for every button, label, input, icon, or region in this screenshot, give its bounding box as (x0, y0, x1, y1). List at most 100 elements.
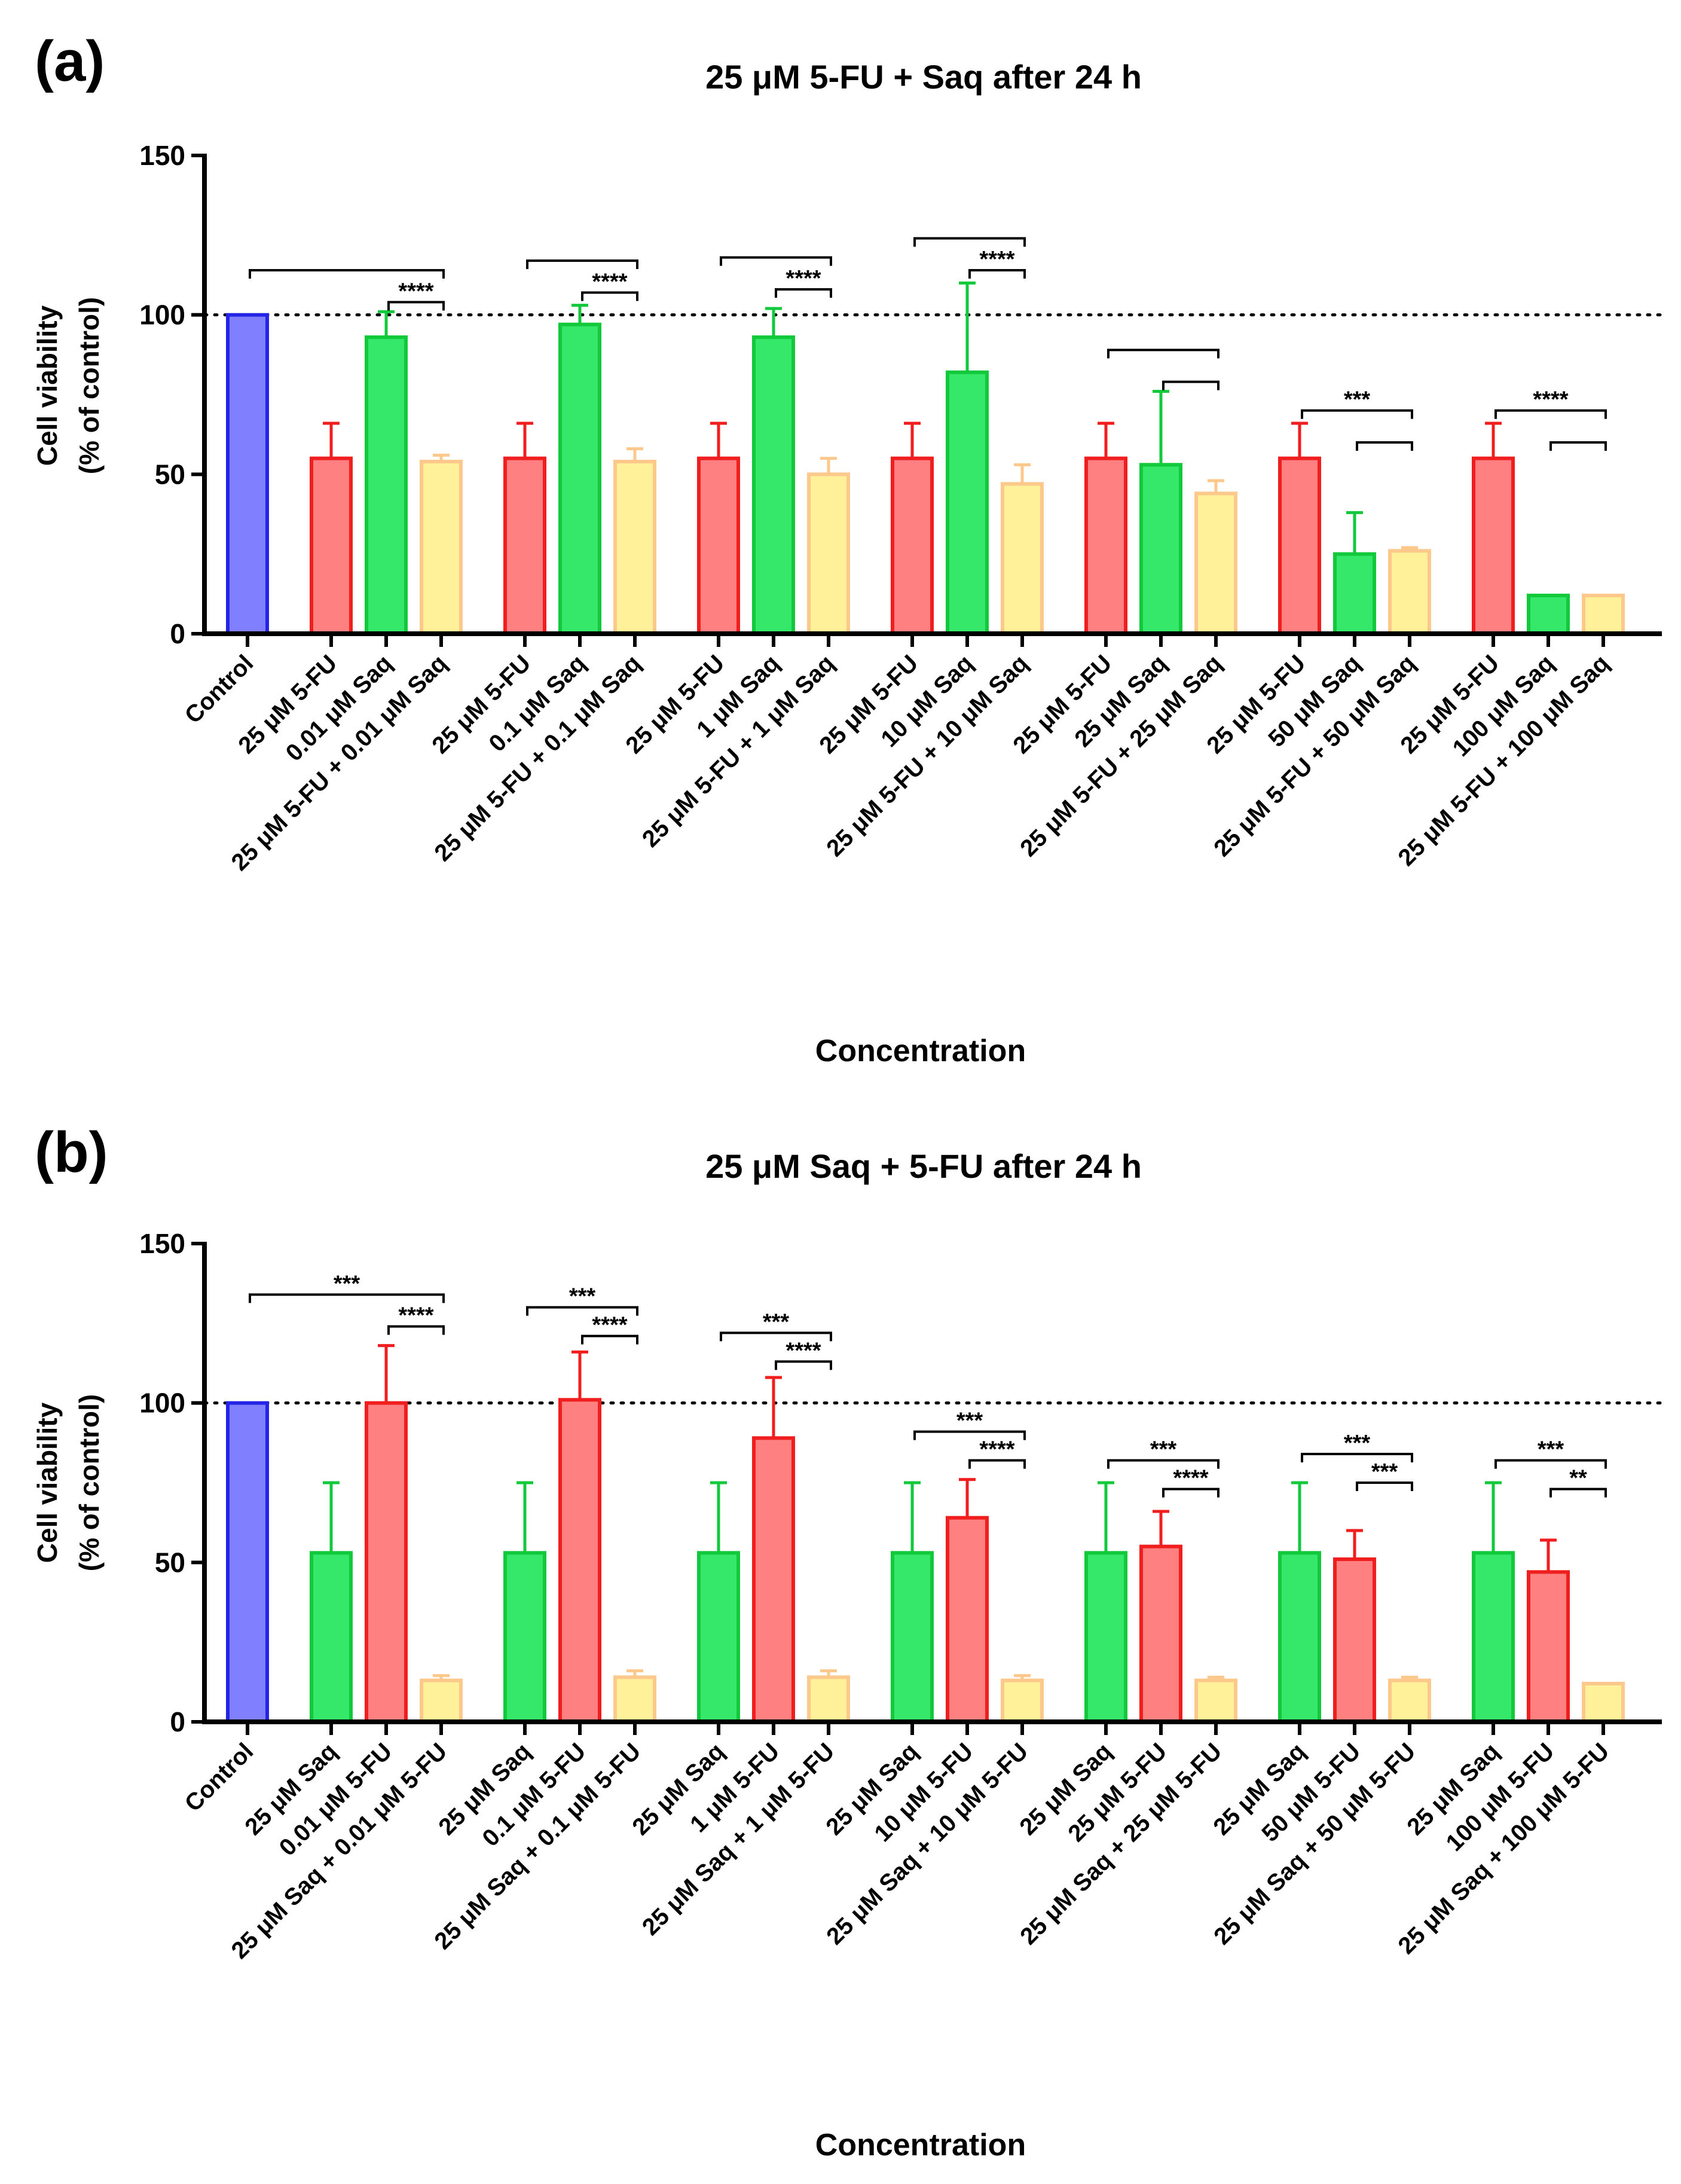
significance-bracket (1549, 441, 1607, 451)
bar (752, 1436, 795, 1724)
significance-bracket (1107, 349, 1220, 359)
significance-bracket (1494, 1459, 1607, 1469)
bar (1333, 1557, 1376, 1724)
significance-label: *** (1538, 1437, 1564, 1462)
bar (1194, 1678, 1237, 1724)
y-tick-label: 50 (155, 459, 185, 490)
bar (365, 1401, 408, 1724)
significance-bracket (387, 301, 445, 311)
bar (1527, 594, 1570, 636)
significance-label: *** (1344, 387, 1371, 413)
significance-bracket (968, 1459, 1026, 1469)
bar (891, 1551, 934, 1724)
bar (1194, 491, 1237, 636)
panel-b-title: 25 μM Saq + 5-FU after 24 h (705, 1147, 1142, 1185)
panel-b-ylabel-line2: (% of control) (74, 1394, 105, 1571)
significance-bracket (1494, 409, 1607, 419)
panel-a-xlabel: Concentration (815, 1034, 1026, 1068)
bar (946, 1516, 989, 1724)
bar (503, 456, 546, 636)
significance-label: *** (763, 1309, 790, 1334)
bar (807, 472, 850, 636)
significance-bracket (526, 259, 638, 269)
bar (891, 456, 934, 636)
significance-label: *** (569, 1284, 596, 1309)
panel-b-xlabel: Concentration (815, 2128, 1026, 2162)
significance-label: **** (979, 247, 1014, 272)
bar (807, 1675, 850, 1724)
significance-bracket (1356, 441, 1413, 451)
y-tick-label: 100 (139, 1388, 185, 1419)
significance-bracket (526, 1306, 638, 1316)
significance-label: **** (786, 1338, 821, 1363)
bar (558, 1398, 601, 1724)
bar (697, 456, 740, 636)
bar (752, 335, 795, 636)
significance-bracket (1162, 1487, 1220, 1498)
bar (1278, 456, 1321, 636)
bar (1139, 1544, 1182, 1724)
significance-label: **** (786, 266, 821, 291)
significance-label: **** (398, 279, 433, 304)
y-tick-label: 150 (139, 140, 185, 171)
y-tick-label: 0 (170, 618, 185, 649)
significance-label: *** (334, 1271, 360, 1296)
bar (1582, 1682, 1625, 1724)
significance-label: **** (1173, 1466, 1208, 1491)
significance-bracket (1301, 1453, 1413, 1462)
bar (613, 1675, 656, 1724)
significance-bracket (1549, 1487, 1607, 1498)
bar (420, 460, 463, 636)
significance-bracket (249, 269, 445, 279)
significance-bracket (968, 269, 1026, 279)
significance-label: **** (1533, 387, 1568, 413)
significance-bracket (249, 1293, 445, 1303)
significance-label: **** (592, 1313, 627, 1338)
bar (1472, 1551, 1515, 1724)
bar (365, 335, 408, 636)
significance-bracket (1162, 380, 1220, 390)
bar (1139, 463, 1182, 636)
bar (613, 460, 656, 636)
significance-bracket (581, 1334, 638, 1345)
y-tick-label: 100 (139, 300, 185, 331)
significance-label: **** (398, 1303, 433, 1328)
bar (310, 1551, 353, 1724)
bar (1527, 1570, 1570, 1724)
significance-bracket (1107, 1459, 1220, 1469)
bar (503, 1551, 546, 1724)
bar (1582, 594, 1625, 636)
y-tick-label: 150 (139, 1228, 185, 1259)
significance-label: *** (956, 1409, 983, 1434)
significance-bracket (1301, 409, 1413, 419)
y-tick-label: 0 (170, 1706, 185, 1737)
significance-bracket (913, 237, 1026, 247)
significance-label: **** (592, 269, 627, 294)
significance-bracket (387, 1325, 445, 1335)
bar (1001, 1678, 1044, 1724)
bar (558, 322, 601, 636)
bar (1472, 456, 1515, 636)
panel-a-ylabel-line1: Cell viability (32, 305, 63, 466)
panel-b-label: (b) (35, 1120, 108, 1184)
significance-bracket (775, 288, 832, 298)
bar (226, 313, 269, 636)
significance-label: *** (1150, 1437, 1177, 1462)
bar (226, 1401, 269, 1724)
significance-bracket (1356, 1482, 1413, 1491)
bar (420, 1678, 463, 1724)
bar (1278, 1551, 1321, 1724)
bar (946, 370, 989, 636)
panel-a-title: 25 μM 5-FU + Saq after 24 h (705, 58, 1142, 96)
significance-bracket (775, 1360, 832, 1370)
significance-label: *** (1344, 1431, 1371, 1456)
bar (1388, 1678, 1431, 1724)
significance-bracket (581, 291, 638, 301)
bar (1388, 549, 1431, 636)
bar (1001, 482, 1044, 636)
significance-bracket (720, 256, 832, 266)
bar (1084, 1551, 1127, 1724)
bar (697, 1551, 740, 1724)
